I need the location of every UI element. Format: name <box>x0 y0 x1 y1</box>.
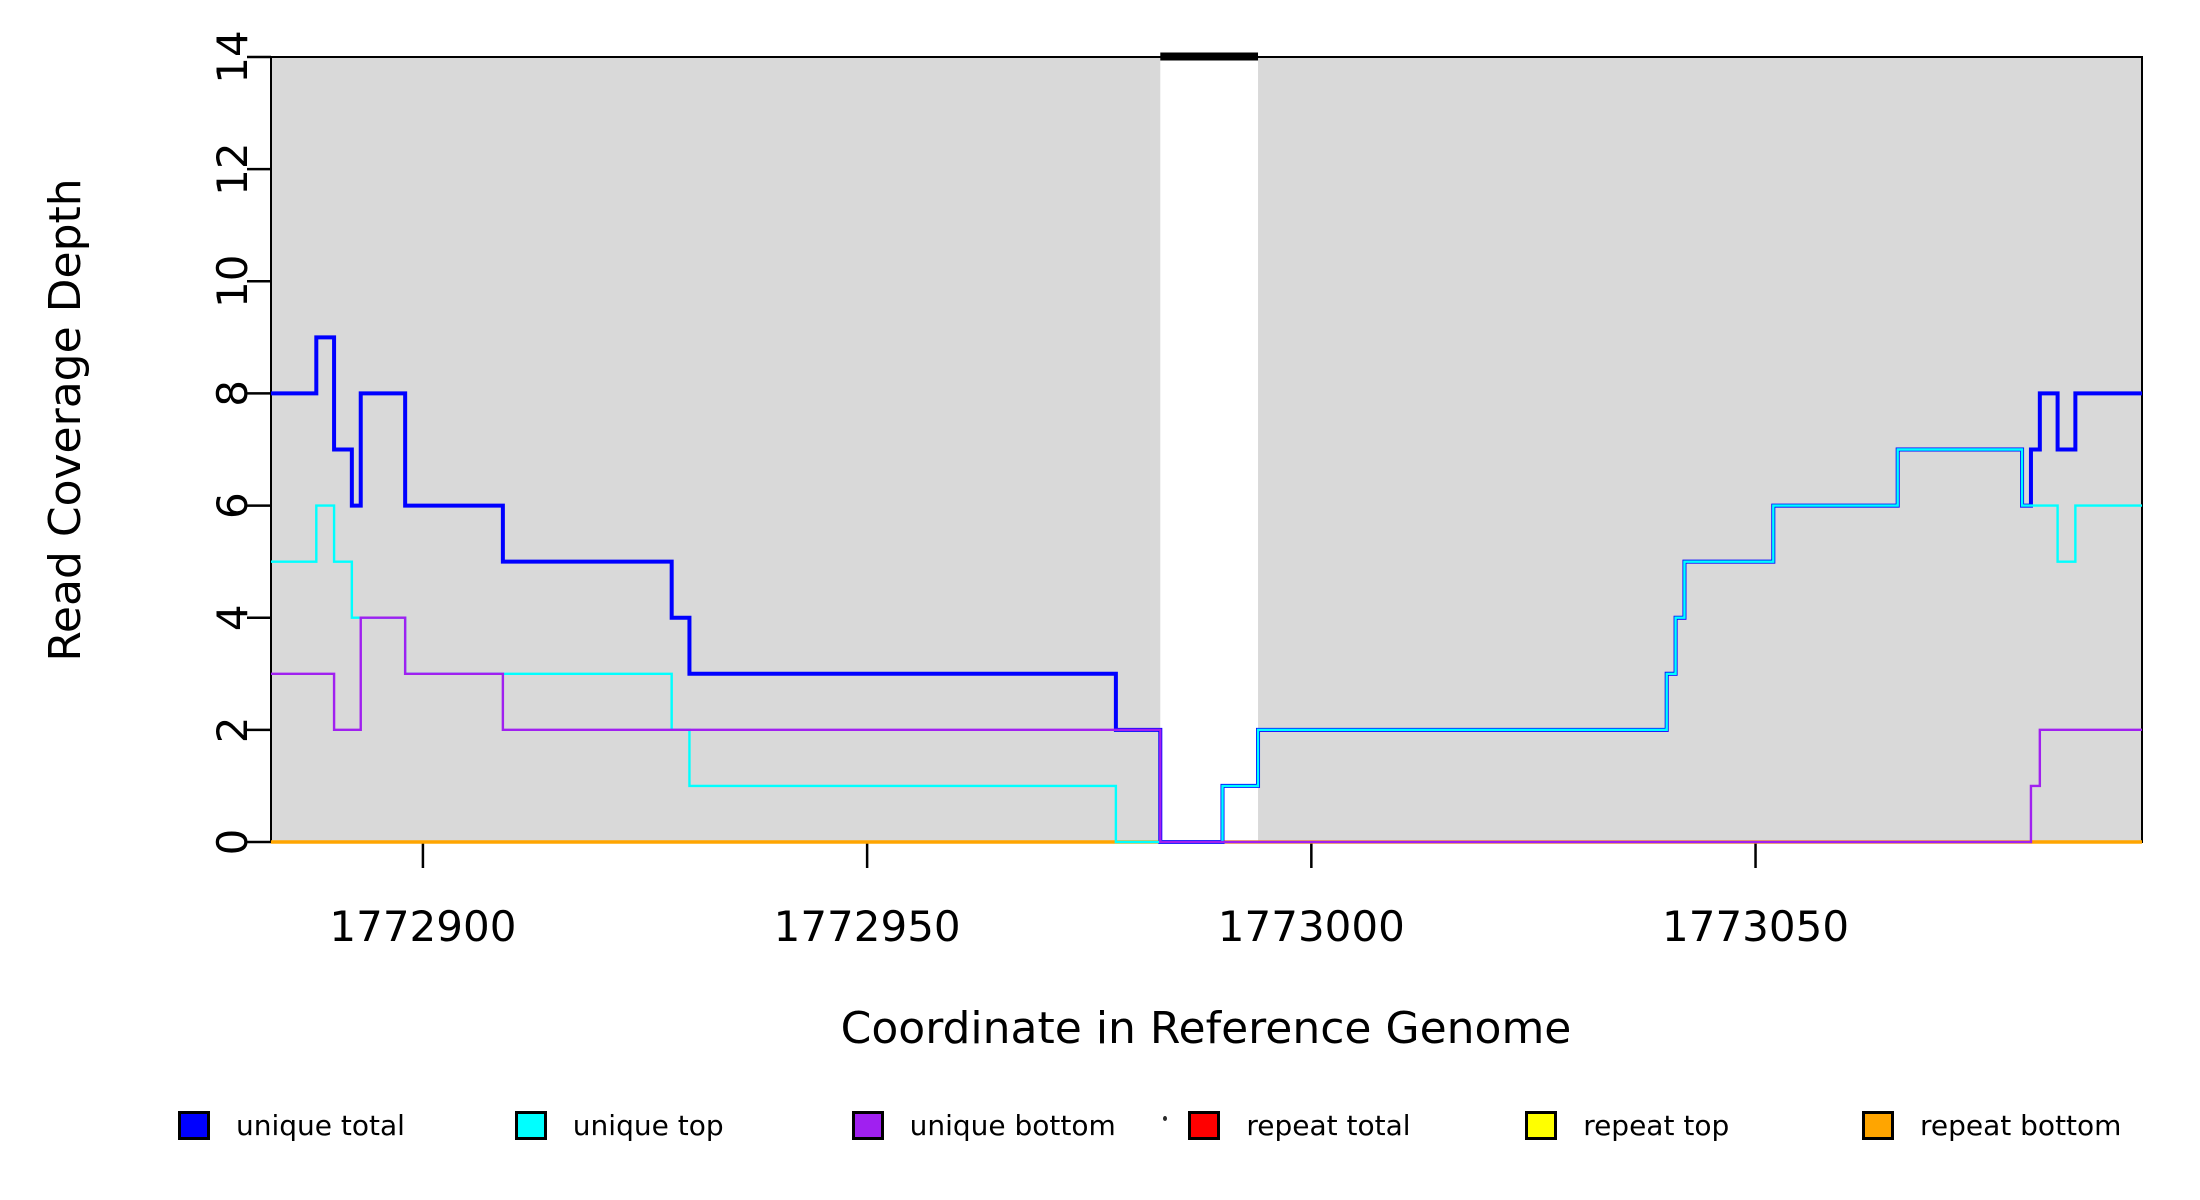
y-tick-label-3: 6 <box>208 492 257 519</box>
stray-dot-artifact <box>1163 1116 1167 1121</box>
shaded-regions <box>271 57 2142 842</box>
y-tick-label-1: 2 <box>208 716 257 743</box>
x-tick-label-0: 1772900 <box>329 902 516 951</box>
legend-label: repeat total <box>1246 1108 1411 1142</box>
axis-ticks: 1772900 1772950 1773000 1773050 0 2 4 6 8 10 12 14 <box>208 30 1849 951</box>
y-tick-label-5: 10 <box>208 255 257 308</box>
legend-swatch-repeat-bottom <box>1862 1110 1894 1140</box>
legend-item-unique-total: unique total <box>178 1100 405 1150</box>
series-line-unique-top <box>271 448 2142 844</box>
coverage-lines <box>271 335 2142 844</box>
legend-swatch-unique-top <box>514 1110 547 1140</box>
y-tick-label-2: 4 <box>208 604 257 631</box>
legend-swatch-repeat-top <box>1525 1110 1558 1140</box>
legend-item-unique-bottom: unique bottom <box>851 1100 1116 1150</box>
y-tick-label-4: 8 <box>208 380 257 407</box>
y-tick-label-7: 14 <box>208 30 257 83</box>
legend-label: repeat bottom <box>1920 1108 2122 1142</box>
shaded-region-0 <box>271 57 1161 842</box>
legend: unique total unique top unique bottom repea… <box>0 1100 2200 1160</box>
legend-label: unique total <box>236 1108 405 1142</box>
x-axis-title: Coordinate in Reference Genome <box>841 1003 1572 1054</box>
x-tick-label-2: 1773000 <box>1218 902 1405 951</box>
y-axis-title: Read Coverage Depth <box>40 178 91 661</box>
legend-label: unique bottom <box>909 1108 1116 1142</box>
coverage-plot: 1772900 1772950 1773000 177305002468101214 … <box>40 30 2143 1054</box>
legend-swatch-unique-bottom <box>851 1110 884 1140</box>
legend-label: repeat top <box>1583 1108 1730 1142</box>
y-tick-label-6: 12 <box>208 142 257 195</box>
legend-swatch-repeat-total <box>1188 1110 1221 1140</box>
y-tick-label-0: 0 <box>208 829 257 856</box>
legend-swatch-unique-total <box>178 1110 210 1140</box>
x-tick-label-1: 1772950 <box>774 902 961 951</box>
legend-item-repeat-top: repeat top <box>1525 1100 1729 1150</box>
legend-label: unique top <box>572 1108 724 1142</box>
legend-item-unique-top: unique top <box>514 1100 724 1150</box>
legend-item-repeat-total: repeat total <box>1188 1100 1411 1150</box>
x-tick-label-3: 1773050 <box>1662 902 1849 951</box>
series-line-unique-bottom <box>271 616 2142 844</box>
legend-item-repeat-bottom: repeat bottom <box>1862 1100 2121 1150</box>
